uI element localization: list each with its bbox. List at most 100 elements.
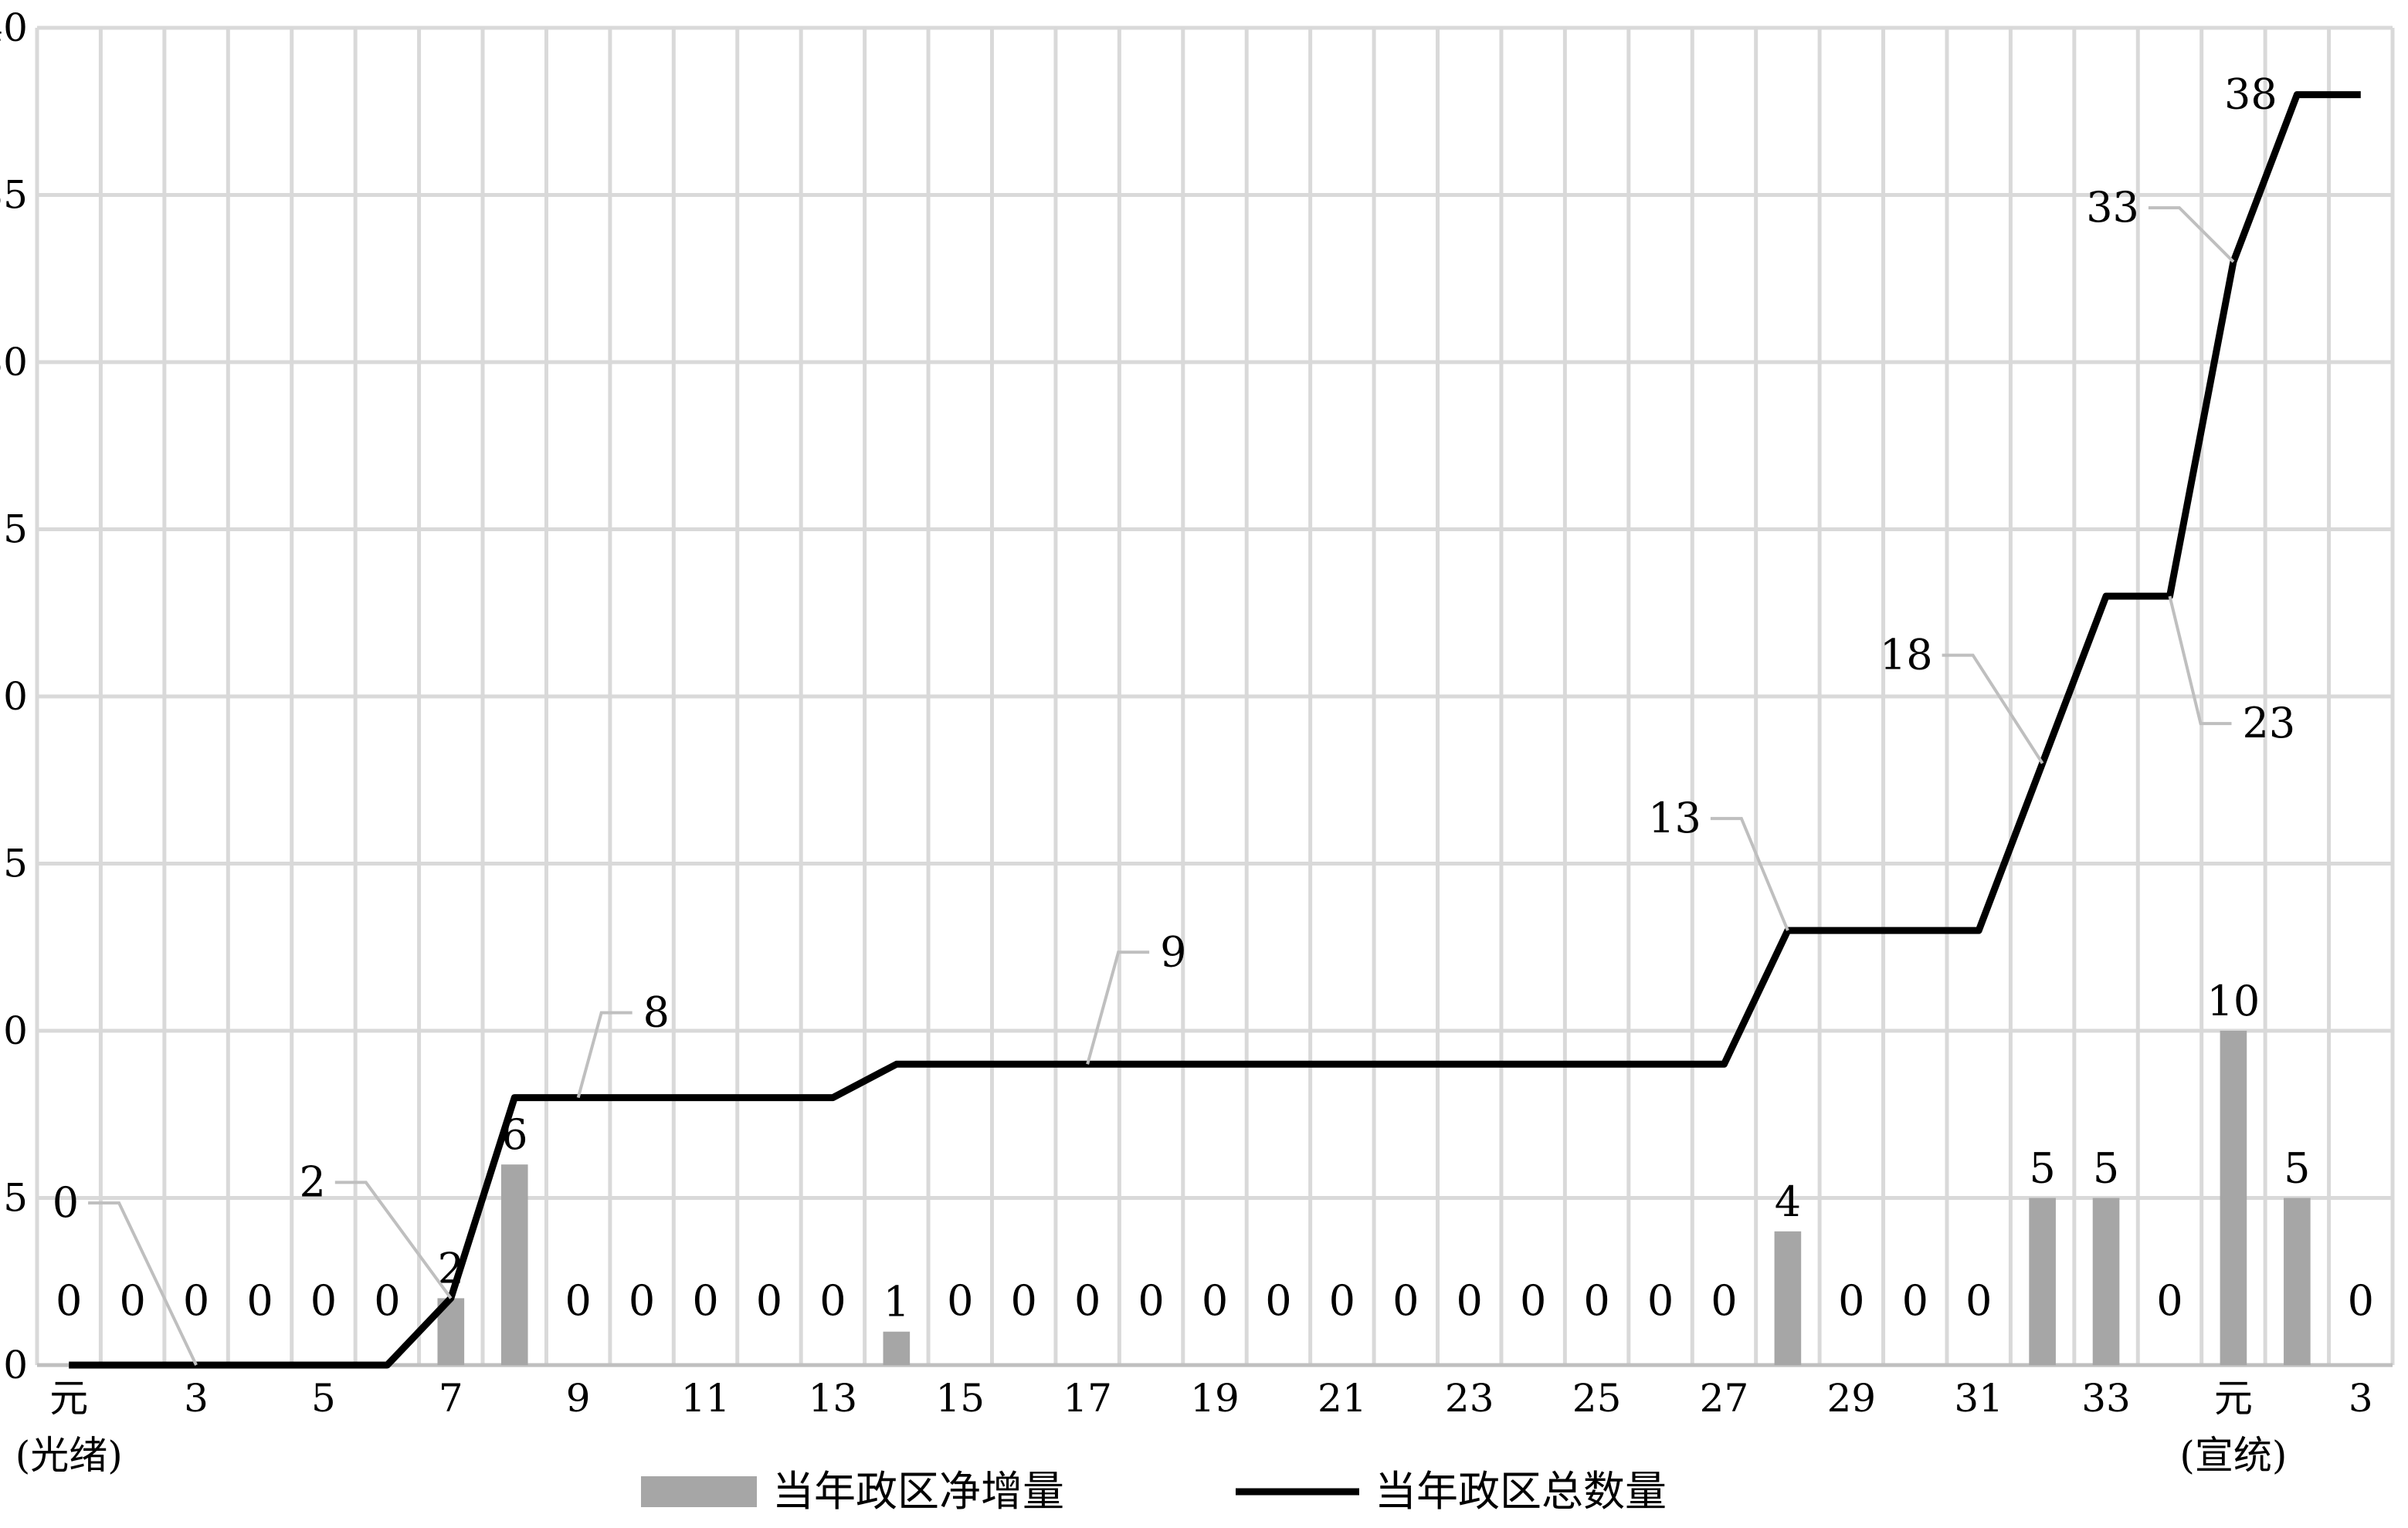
bar <box>883 1331 911 1365</box>
callout-leader <box>1942 653 2044 764</box>
bar-value-label: 0 <box>374 1276 400 1325</box>
bar-value-label: 0 <box>1902 1276 1928 1325</box>
line-value-label: 9 <box>1160 927 1186 976</box>
bar-series <box>437 1031 2311 1365</box>
bar-value-label: 0 <box>1583 1276 1609 1325</box>
x-tick-label: 27 <box>1700 1376 1749 1421</box>
bar-value-label: 0 <box>1329 1276 1355 1325</box>
grid <box>35 25 2395 1367</box>
line-value-label: 0 <box>53 1178 79 1227</box>
x-tick-label: 7 <box>439 1376 463 1421</box>
line-series <box>69 91 2361 1369</box>
bar-value-label: 6 <box>501 1110 527 1159</box>
x-tick-label: 23 <box>1445 1376 1494 1421</box>
y-tick-label: 0 <box>3 1343 28 1387</box>
x-tick-label: 5 <box>311 1376 336 1421</box>
x-tick-label: 元 <box>49 1376 88 1421</box>
callout-leader <box>576 1011 633 1099</box>
bar <box>500 1164 528 1365</box>
bar-value-label: 0 <box>1520 1276 1546 1325</box>
bar-value-label: 0 <box>2348 1276 2374 1325</box>
x-tick-label: 17 <box>1063 1376 1112 1421</box>
x-tick-label: 13 <box>809 1376 858 1421</box>
callout-leader <box>2148 206 2235 263</box>
x-tick-label: 3 <box>184 1376 209 1421</box>
x-tick-label: 元 <box>2214 1376 2253 1421</box>
bar-value-label: 5 <box>2093 1144 2119 1193</box>
bar <box>2284 1198 2311 1365</box>
bar-value-label: 0 <box>629 1276 655 1325</box>
bar-value-label: 1 <box>883 1278 910 1326</box>
line-value-label: 33 <box>2086 183 2139 232</box>
x-tick-label: 21 <box>1318 1376 1367 1421</box>
x-tick-label: 33 <box>2081 1376 2131 1421</box>
bar-value-label: 0 <box>1711 1276 1737 1325</box>
bar <box>2029 1198 2056 1365</box>
bar-value-label: 0 <box>947 1276 973 1325</box>
callout-leader <box>1710 817 1789 931</box>
y-tick-label: 30 <box>0 340 28 385</box>
bar-value-label: 0 <box>56 1276 82 1325</box>
line-value-label: 38 <box>2224 70 2277 119</box>
y-tick-label: 5 <box>3 1176 28 1221</box>
bar-value-label: 0 <box>1838 1276 1864 1325</box>
bar-value-label: 0 <box>1647 1276 1674 1325</box>
bar-value-label: 5 <box>2284 1144 2310 1193</box>
line-value-label: 8 <box>643 988 670 1037</box>
bar-value-label: 5 <box>2029 1144 2055 1193</box>
bar-value-label: 0 <box>1202 1276 1228 1325</box>
legend-swatch-bar <box>641 1476 757 1507</box>
callout-leader <box>88 1201 198 1366</box>
y-tick-label: 20 <box>0 674 28 719</box>
x-tick-label: 3 <box>2349 1376 2373 1421</box>
bar-value-label: 0 <box>1011 1276 1037 1325</box>
y-tick-label: 25 <box>0 507 28 552</box>
x-tick-label: 9 <box>566 1376 591 1421</box>
y-tick-label: 40 <box>0 5 28 50</box>
bar-value-label: 0 <box>183 1276 209 1325</box>
bar-value-label: 0 <box>819 1276 846 1325</box>
callout-leader <box>1086 950 1150 1065</box>
x-tick-label: 25 <box>1572 1376 1622 1421</box>
line-value-label: 13 <box>1648 794 1701 842</box>
line-value-label: 23 <box>2242 699 2295 747</box>
bar <box>2092 1198 2120 1365</box>
bar-value-label: 10 <box>2207 977 2260 1025</box>
bar-value-label: 0 <box>1965 1276 1992 1325</box>
callout-leader <box>334 1181 453 1299</box>
bar-value-label: 0 <box>310 1276 337 1325</box>
x-tick-label: 15 <box>935 1376 985 1421</box>
legend-label-bar: 当年政区净增量 <box>772 1467 1064 1516</box>
x-tick-label: 19 <box>1190 1376 1240 1421</box>
bar <box>1774 1231 1802 1365</box>
bar-value-label: 0 <box>565 1276 591 1325</box>
bar-value-label: 0 <box>2156 1276 2182 1325</box>
legend-label-line: 当年政区总数量 <box>1375 1467 1667 1516</box>
bar <box>2220 1031 2247 1365</box>
total-count-line <box>69 91 2361 1369</box>
y-tick-label: 35 <box>0 173 28 218</box>
callout-leader <box>2168 595 2232 726</box>
bar-value-label: 0 <box>1265 1276 1291 1325</box>
y-tick-label: 10 <box>0 1008 28 1053</box>
bar-value-label: 0 <box>1074 1276 1101 1325</box>
legend: 当年政区净增量 当年政区总数量 <box>641 1467 1667 1516</box>
bar-value-label: 0 <box>1457 1276 1483 1325</box>
line-value-label: 2 <box>299 1157 325 1206</box>
x-tick-label: 29 <box>1827 1376 1877 1421</box>
bar-value-label: 0 <box>246 1276 273 1325</box>
era-label: (宣统) <box>2179 1433 2287 1478</box>
bar-value-label: 0 <box>1392 1276 1419 1325</box>
bar-value-label: 4 <box>1775 1177 1801 1226</box>
bar-value-label: 0 <box>756 1276 782 1325</box>
line-value-label: 18 <box>1880 631 1933 679</box>
x-tick-label: 31 <box>1954 1376 2003 1421</box>
x-tick-label: 11 <box>681 1376 731 1421</box>
era-label: (光绪) <box>15 1433 123 1478</box>
bar-value-label: 0 <box>692 1276 718 1325</box>
tick-labels: 0510152025303540元35791113151719212325272… <box>0 5 2373 1478</box>
bar-value-label: 0 <box>119 1276 145 1325</box>
y-tick-label: 15 <box>0 842 28 886</box>
